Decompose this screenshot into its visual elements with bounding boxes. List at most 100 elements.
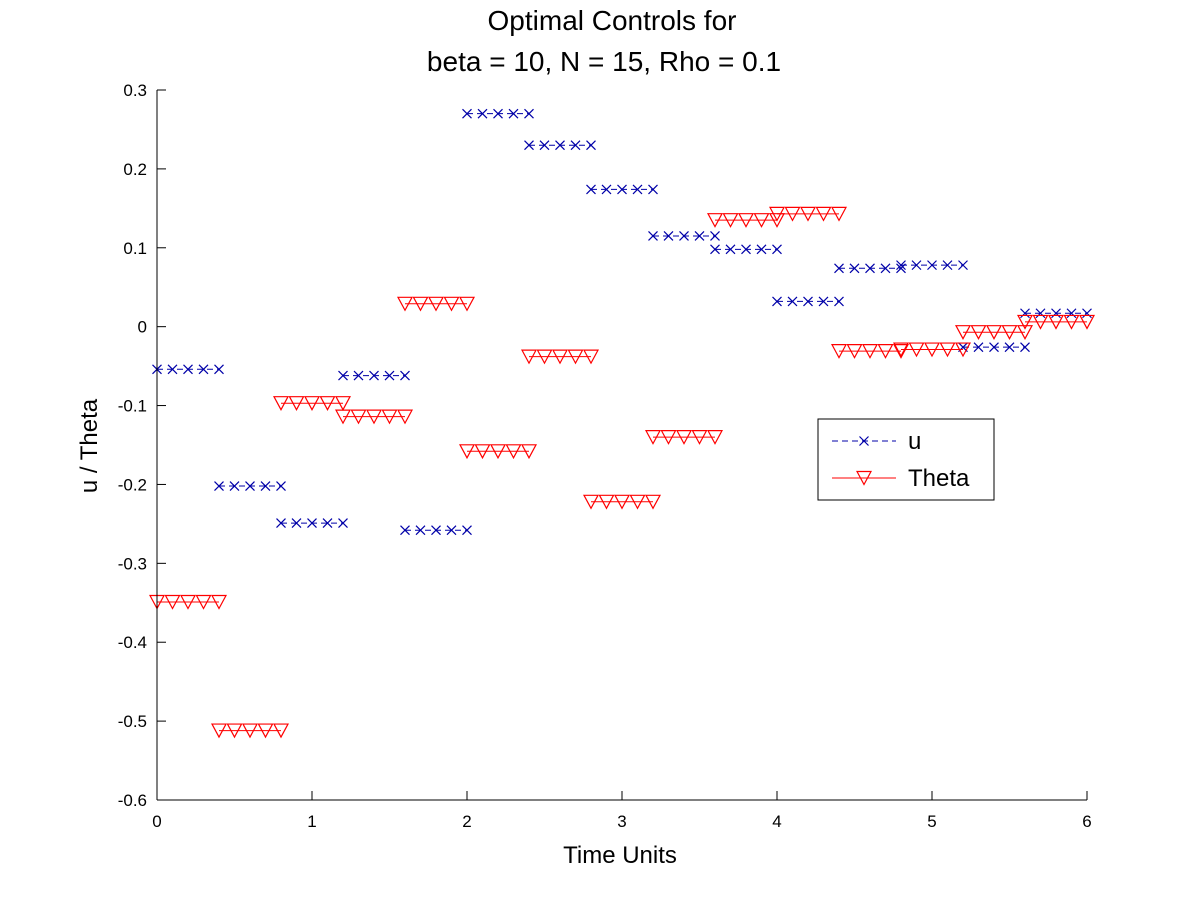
data-point-theta (412, 296, 429, 312)
segment-theta (458, 444, 538, 460)
data-point-u (663, 231, 674, 241)
legend-label-u: u (908, 428, 921, 455)
data-point-theta (954, 325, 972, 340)
data-point-u (834, 263, 844, 274)
data-point-u (834, 296, 844, 307)
segment-u (152, 364, 224, 375)
segment-theta (334, 409, 414, 425)
segment-u (648, 231, 720, 241)
data-point-theta (1078, 314, 1096, 330)
chart-title-line-2: beta = 10, N = 15, Rho = 0.1 (427, 46, 781, 77)
data-point-u (524, 108, 534, 119)
x-tick-label: 5 (927, 812, 936, 831)
data-point-theta (474, 444, 491, 460)
data-point-theta (660, 430, 677, 445)
legend-box (817, 418, 995, 501)
data-point-theta (241, 723, 259, 739)
segment-u (834, 263, 906, 274)
data-point-theta (892, 342, 910, 358)
data-point-u (896, 260, 906, 271)
data-point-theta (582, 494, 600, 510)
data-point-theta (334, 409, 352, 425)
data-point-u (198, 364, 209, 375)
data-point-theta (520, 444, 538, 460)
segment-theta (396, 296, 476, 312)
data-point-theta (861, 344, 879, 359)
y-tick-label: 0.1 (123, 239, 147, 258)
data-point-theta (737, 213, 755, 228)
data-point-theta (334, 396, 352, 411)
segment-u (772, 296, 844, 307)
data-point-theta (877, 344, 894, 359)
data-point-u (648, 231, 658, 241)
data-point-u (431, 525, 441, 536)
data-point-theta (985, 325, 1003, 340)
data-point-u (338, 518, 348, 529)
data-point-u (1051, 308, 1061, 319)
data-point-theta (396, 409, 414, 425)
data-point-u (260, 481, 271, 491)
data-point-u (493, 108, 503, 119)
data-point-theta (1047, 314, 1065, 330)
data-point-theta (210, 594, 228, 610)
data-point-theta (768, 206, 786, 222)
data-point-theta (830, 344, 848, 359)
data-point-u (446, 525, 457, 536)
segment-theta (520, 349, 600, 365)
data-point-theta (1032, 314, 1049, 330)
legend-marker-u (859, 436, 869, 446)
data-point-theta (272, 396, 290, 411)
segment-theta (830, 344, 910, 359)
segment-u (586, 184, 658, 195)
series-theta (148, 206, 1096, 739)
data-point-theta (303, 396, 321, 411)
data-point-u (338, 370, 348, 381)
data-point-u (1082, 308, 1092, 319)
segment-u (338, 370, 410, 381)
data-point-u (787, 296, 798, 307)
data-point-theta (396, 296, 414, 312)
data-point-theta (939, 342, 956, 358)
data-point-u (1004, 342, 1015, 353)
data-point-u (508, 108, 519, 119)
data-point-u (694, 231, 705, 241)
chart-title-line-1: Optimal Controls for (488, 5, 737, 36)
data-point-theta (272, 723, 290, 739)
data-point-u (1066, 308, 1077, 319)
x-tick-label: 6 (1082, 812, 1091, 831)
data-point-theta (675, 430, 693, 445)
y-tick-label: -0.6 (118, 791, 147, 810)
data-point-theta (784, 206, 801, 222)
data-point-u (462, 108, 472, 119)
data-point-theta (489, 444, 507, 460)
data-point-theta (458, 444, 476, 460)
y-tick-label: -0.4 (118, 633, 147, 652)
y-tick-label: 0.3 (123, 81, 147, 100)
data-point-u (214, 364, 224, 375)
data-point-u (307, 518, 317, 529)
x-tick-label: 3 (617, 812, 626, 831)
data-point-theta (1016, 325, 1034, 340)
data-point-theta (613, 494, 631, 510)
data-point-u (710, 231, 720, 241)
y-tick-label: 0 (138, 318, 147, 337)
data-point-theta (954, 342, 972, 358)
data-point-u (756, 244, 767, 255)
data-point-theta (536, 349, 553, 365)
data-point-u (617, 184, 627, 195)
segment-u (1020, 308, 1092, 319)
data-point-u (229, 481, 240, 491)
data-point-u (570, 140, 581, 151)
data-point-theta (753, 213, 770, 228)
data-point-theta (1063, 314, 1080, 330)
data-point-theta (799, 206, 817, 222)
data-point-u (400, 525, 410, 536)
data-point-u (710, 244, 720, 255)
data-point-theta (257, 723, 274, 739)
data-point-theta (722, 213, 739, 228)
segment-u (214, 481, 286, 491)
data-point-u (322, 518, 333, 529)
segment-theta (954, 325, 1034, 340)
y-tick-label: 0.2 (123, 160, 147, 179)
